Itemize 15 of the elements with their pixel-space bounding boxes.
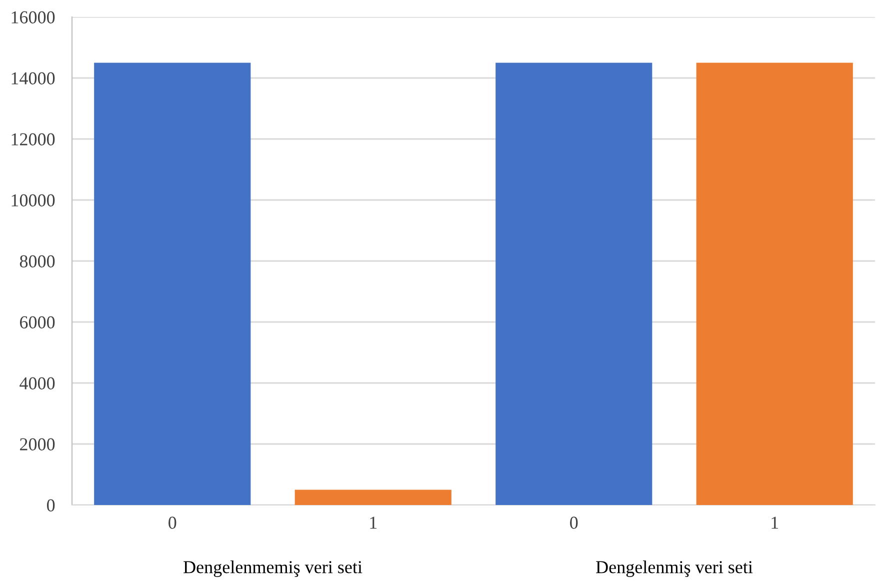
y-tick-label: 16000 xyxy=(12,11,55,24)
y-tick-label: 10000 xyxy=(12,194,55,206)
y-tick-label: 14000 xyxy=(12,72,55,84)
y-tick-label: 4000 xyxy=(20,377,55,390)
y-tick-label: 8000 xyxy=(20,255,55,268)
x-tick-label: 1 xyxy=(370,516,377,529)
x-tick-label: 1 xyxy=(772,516,778,529)
y-tick-label: 0 xyxy=(46,499,55,512)
text: Dengelenmemiş veri seti xyxy=(184,560,362,577)
x-tick-label: 0 xyxy=(168,516,176,529)
y-tick-label: 2000 xyxy=(20,438,55,450)
y-tick-label: 6000 xyxy=(20,316,55,328)
x-tick-label: 0 xyxy=(570,516,578,529)
y-tick-label: 12000 xyxy=(12,133,55,146)
text: Dengelenmiş veri seti xyxy=(596,560,753,577)
